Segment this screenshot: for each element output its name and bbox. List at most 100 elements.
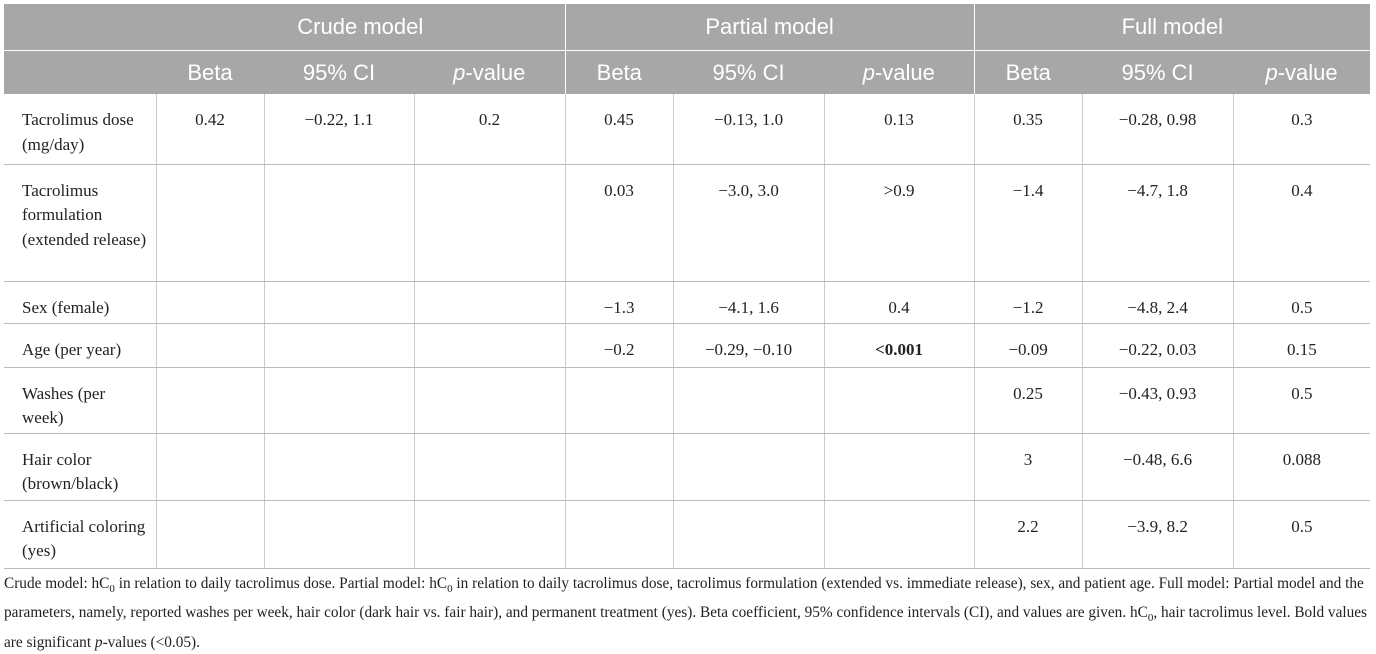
table-cell bbox=[155, 433, 264, 501]
table-cell bbox=[263, 164, 414, 282]
row-label: Age (per year) bbox=[4, 323, 156, 368]
table-cell: 0.25 bbox=[973, 367, 1083, 434]
table-cell: 0.42 bbox=[155, 94, 264, 165]
table-cell: 0.45 bbox=[564, 94, 674, 165]
table-cell bbox=[823, 433, 975, 501]
footnote-subscript: 0 bbox=[109, 583, 115, 596]
corner-cell bbox=[4, 4, 156, 51]
footnote-text: , hair tacrolimus level. Bold values are… bbox=[4, 604, 1368, 651]
row-label: Tacrolimus dose (mg/day) bbox=[4, 94, 156, 165]
column-header: p-value bbox=[1233, 50, 1371, 94]
footnote-text: in relation to daily tacrolimus dose. Pa… bbox=[114, 575, 448, 592]
table-cell bbox=[263, 433, 414, 501]
column-header-part: -value bbox=[1277, 59, 1338, 85]
column-header-part: p bbox=[862, 59, 875, 85]
table-cell: −4.7, 1.8 bbox=[1081, 164, 1234, 282]
column-header-part: p bbox=[1265, 59, 1278, 85]
table-cell bbox=[823, 500, 975, 569]
table-cell bbox=[564, 367, 674, 434]
table-cell: −0.22, 0.03 bbox=[1081, 323, 1234, 368]
table-cell: −4.1, 1.6 bbox=[672, 281, 825, 324]
table-row: Washes (per week) 0.25 −0.43, 0.93 0.5 bbox=[4, 367, 1371, 434]
table-cell: 0.088 bbox=[1232, 433, 1371, 501]
table-cell bbox=[413, 323, 566, 368]
table-cell: −4.8, 2.4 bbox=[1081, 281, 1234, 324]
table-cell: 0.4 bbox=[1232, 164, 1371, 282]
table-cell: −0.43, 0.93 bbox=[1081, 367, 1234, 434]
table-cell bbox=[263, 367, 414, 434]
table-row: Tacrolimus dose (mg/day) 0.42 −0.22, 1.1 0.… bbox=[4, 94, 1371, 165]
table-cell: 3 bbox=[973, 433, 1083, 501]
table-cell: −0.13, 1.0 bbox=[672, 94, 825, 165]
table-cell: 0.15 bbox=[1232, 323, 1371, 368]
group-header: Partial model bbox=[564, 4, 975, 51]
table-cell bbox=[263, 323, 414, 368]
corner-cell bbox=[4, 50, 156, 94]
table-cell bbox=[155, 164, 264, 282]
row-label: Tacrolimus formulation (extended release… bbox=[4, 164, 156, 282]
table-cell bbox=[672, 367, 825, 434]
table-cell: <0.001 bbox=[823, 323, 975, 368]
column-header-part: p bbox=[453, 59, 466, 85]
results-table: Crude model Partial model Full model Beta 9… bbox=[4, 4, 1371, 569]
footnote-text: in relation to daily tacrolimus dose, ta… bbox=[4, 575, 1364, 622]
footnote-subscript: 0 bbox=[1147, 612, 1154, 625]
group-header: Full model bbox=[973, 4, 1371, 51]
table-cell bbox=[263, 281, 414, 324]
row-label: Washes (per week) bbox=[4, 367, 156, 434]
column-header: p-value bbox=[824, 50, 975, 94]
table-cell: −1.3 bbox=[564, 281, 674, 324]
group-header-row: Crude model Partial model Full model bbox=[4, 4, 1371, 51]
table-cell bbox=[155, 500, 264, 569]
table-cell bbox=[413, 281, 566, 324]
row-label: Sex (female) bbox=[4, 281, 156, 324]
table-cell: −0.28, 0.98 bbox=[1081, 94, 1234, 165]
table-cell bbox=[155, 367, 264, 434]
table-cell: 0.35 bbox=[973, 94, 1083, 165]
table-cell bbox=[155, 323, 264, 368]
column-header: Beta bbox=[973, 50, 1083, 94]
table-cell bbox=[413, 500, 566, 569]
table-cell: −3.9, 8.2 bbox=[1081, 500, 1234, 569]
table-cell: −0.2 bbox=[564, 323, 674, 368]
column-header: Beta bbox=[156, 50, 264, 94]
table-row: Tacrolimus formulation (extended release… bbox=[4, 164, 1371, 282]
table-cell bbox=[413, 164, 566, 282]
row-label: Artificial coloring (yes) bbox=[4, 500, 156, 569]
table-cell: 0.3 bbox=[1232, 94, 1371, 165]
table-cell: −0.09 bbox=[973, 323, 1083, 368]
column-header-part: -value bbox=[465, 59, 526, 85]
table-cell: −1.4 bbox=[973, 164, 1083, 282]
footnote-italic: p bbox=[94, 633, 103, 651]
table-cell bbox=[413, 433, 566, 501]
table-body: Tacrolimus dose (mg/day) 0.42 −0.22, 1.1 0.… bbox=[4, 94, 1371, 569]
table-cell: 0.03 bbox=[564, 164, 674, 282]
table-cell bbox=[823, 367, 975, 434]
table-cell: 0.5 bbox=[1232, 281, 1371, 324]
table-cell: 0.5 bbox=[1232, 500, 1371, 569]
table-cell bbox=[263, 500, 414, 569]
table-cell: >0.9 bbox=[823, 164, 975, 282]
row-label: Hair color (brown/black) bbox=[4, 433, 156, 501]
table-cell: −0.48, 6.6 bbox=[1081, 433, 1234, 501]
table-cell: −0.22, 1.1 bbox=[263, 94, 414, 165]
footnote-text: -values (<0.05). bbox=[102, 633, 200, 651]
footnote-subscript: 0 bbox=[447, 583, 453, 596]
table-cell bbox=[672, 433, 825, 501]
group-header: Crude model bbox=[156, 4, 566, 51]
table-cell: 0.13 bbox=[823, 94, 975, 165]
table-cell bbox=[564, 433, 674, 501]
sub-header-row: Beta 95% CI p-value Beta 95% CI p-value Beta 95… bbox=[4, 50, 1371, 94]
table-cell: −0.29, −0.10 bbox=[672, 323, 825, 368]
cell-value: <0.001 bbox=[875, 339, 923, 359]
table-cell: 0.4 bbox=[823, 281, 975, 324]
column-header: 95% CI bbox=[264, 50, 414, 94]
table-row: Artificial coloring (yes) 2.2 −3.9, 8.2 0.5 bbox=[4, 500, 1371, 569]
table-cell: −1.2 bbox=[973, 281, 1083, 324]
table-row: Age (per year) −0.2 −0.29, −0.10 <0.001 −0.0… bbox=[4, 323, 1371, 368]
table-cell: 0.2 bbox=[413, 94, 566, 165]
column-header: 95% CI bbox=[673, 50, 825, 94]
table-cell bbox=[672, 500, 825, 569]
table-row: Hair color (brown/black) 3 −0.48, 6.6 0.088 bbox=[4, 433, 1371, 501]
